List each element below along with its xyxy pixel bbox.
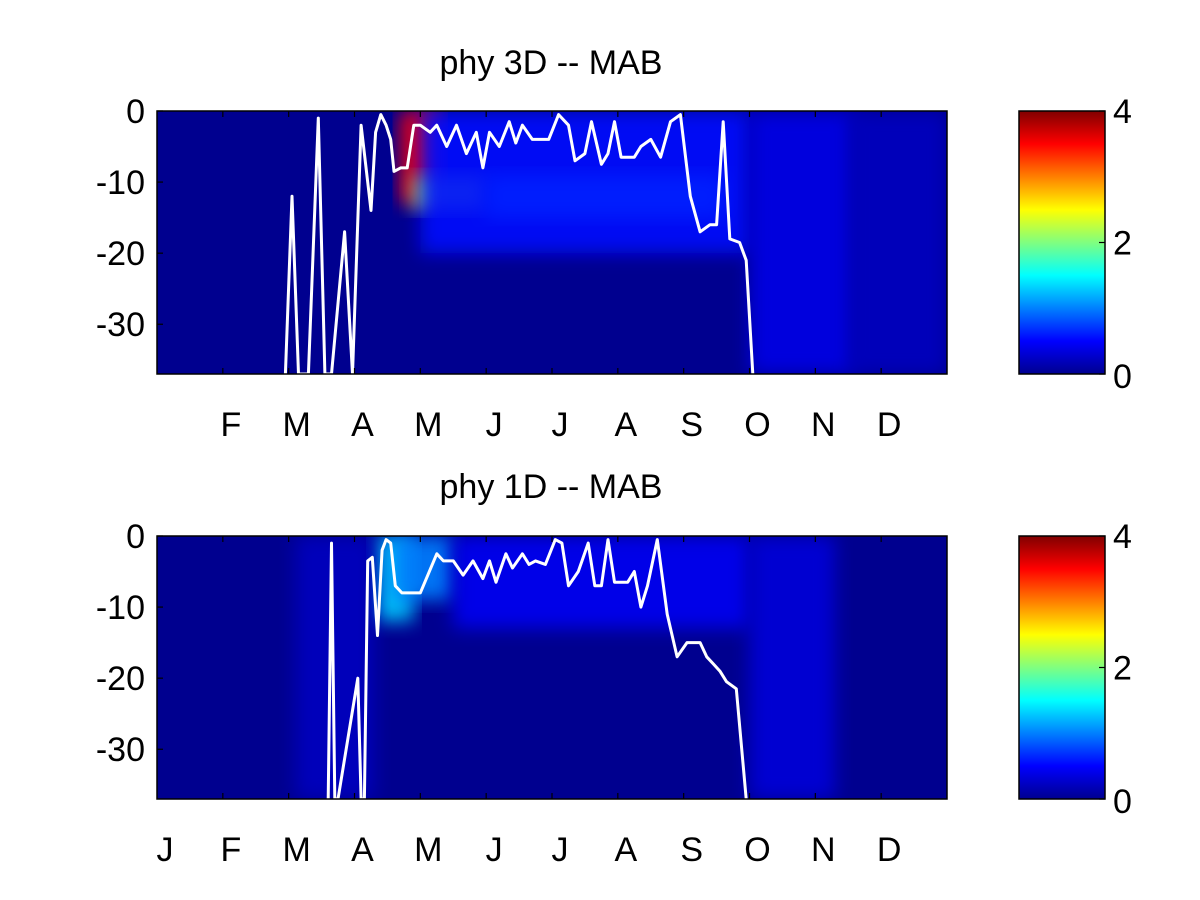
y-tick-label: -30 xyxy=(96,306,145,344)
x-tick-label: J xyxy=(486,406,503,444)
heatmap-patch xyxy=(848,111,947,374)
x-tick-label: M xyxy=(283,831,311,869)
x-tick-label: F xyxy=(220,406,241,444)
colorbar-tick-label: 4 xyxy=(1113,93,1132,131)
y-tick-label: 0 xyxy=(126,93,145,131)
colorbar-tick-label: 4 xyxy=(1113,518,1132,556)
colorbar xyxy=(1018,110,1106,375)
colorbar-tick-label: 0 xyxy=(1113,358,1132,396)
x-tick-label: M xyxy=(283,406,311,444)
y-tick-label: -20 xyxy=(96,235,145,273)
x-tick-label: J xyxy=(486,831,503,869)
heatmap-patch xyxy=(749,536,836,799)
mixed-layer-line xyxy=(283,113,755,374)
heatmap-patch xyxy=(749,111,855,374)
x-tick-label: S xyxy=(680,406,703,444)
y-tick-label: -20 xyxy=(96,660,145,698)
x-tick-label: S xyxy=(680,831,703,869)
x-tick-label: N xyxy=(811,406,836,444)
x-tick-label: A xyxy=(351,406,374,444)
colorbar xyxy=(1018,535,1106,800)
chart-title-top: phy 3D -- MAB xyxy=(440,44,663,82)
x-tick-label: F xyxy=(220,831,241,869)
x-tick-label: N xyxy=(811,831,836,869)
y-tick-label: 0 xyxy=(126,518,145,556)
mixed-layer-line xyxy=(326,538,748,799)
panel-bottom: 0 -10 -20 -30 J F M A M J J A S O N D 0 2 4 xyxy=(96,518,1132,869)
chart-title-bottom: phy 1D -- MAB xyxy=(440,468,663,506)
x-tick-label: A xyxy=(614,831,637,869)
x-tick-label: J xyxy=(552,831,569,869)
colorbar-tick-label: 2 xyxy=(1113,225,1132,263)
x-tick-label: A xyxy=(351,831,374,869)
x-tick-label: D xyxy=(877,406,902,444)
heatmap-patch xyxy=(394,536,454,600)
x-tick-label: A xyxy=(614,406,637,444)
x-tick-label: O xyxy=(744,831,770,869)
x-tick-label: M xyxy=(414,831,442,869)
panel-top: 0 -10 -20 -30 F M A M J J A S O N D 0 2 4 xyxy=(96,93,1132,444)
x-tick-label: J xyxy=(552,406,569,444)
y-tick-label: -10 xyxy=(96,589,145,627)
colorbar-tick-label: 0 xyxy=(1113,783,1132,821)
x-tick-label: M xyxy=(414,406,442,444)
y-tick-label: -10 xyxy=(96,164,145,202)
heatmap-field xyxy=(295,536,836,799)
colorbar-tick-label: 2 xyxy=(1113,650,1132,688)
heatmap-field xyxy=(400,111,947,374)
y-tick-label: -30 xyxy=(96,731,145,769)
x-tick-label: D xyxy=(877,831,902,869)
x-tick-label: O xyxy=(744,406,770,444)
x-tick-label: J xyxy=(157,831,174,869)
